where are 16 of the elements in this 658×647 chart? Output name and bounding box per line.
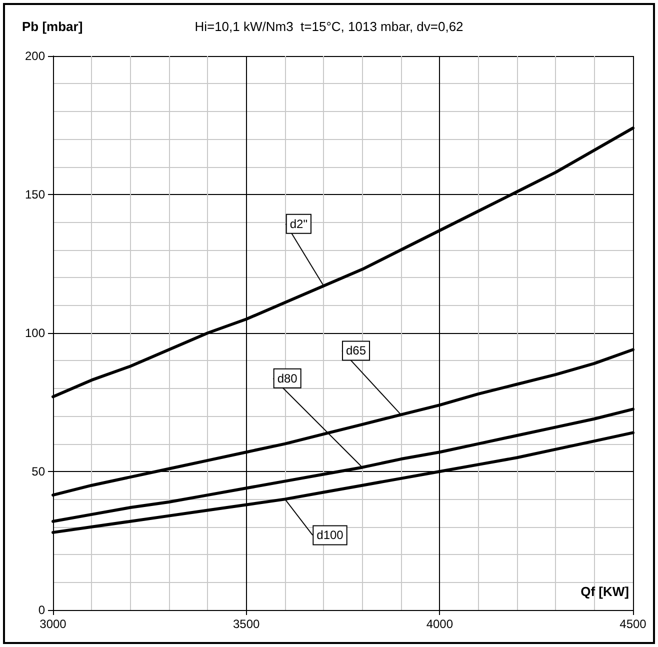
text: d2"	[290, 216, 308, 231]
y-tick-label: 100	[24, 326, 46, 340]
x-axis-title: Qf [KW]	[580, 584, 629, 599]
y-tick-label: 0	[38, 603, 46, 617]
chart-title: Hi=10,1 kW/Nm3 t=15°C, 1013 mbar, dv=0,62	[194, 19, 464, 34]
text: d100	[316, 528, 344, 542]
y-tick-label: 50	[32, 464, 46, 478]
y-tick-label: 200	[24, 49, 46, 63]
x-tick-label: 4500	[620, 617, 647, 631]
text: d65	[346, 344, 366, 358]
x-tick-label: 3500	[232, 617, 260, 631]
y-axis-title: Pb [mbar]	[22, 19, 83, 34]
x-tick-label: 3000	[40, 617, 67, 631]
y-tick-label: 150	[24, 188, 46, 202]
text: d80	[277, 371, 298, 386]
x-tick-label: 4000	[426, 617, 454, 631]
